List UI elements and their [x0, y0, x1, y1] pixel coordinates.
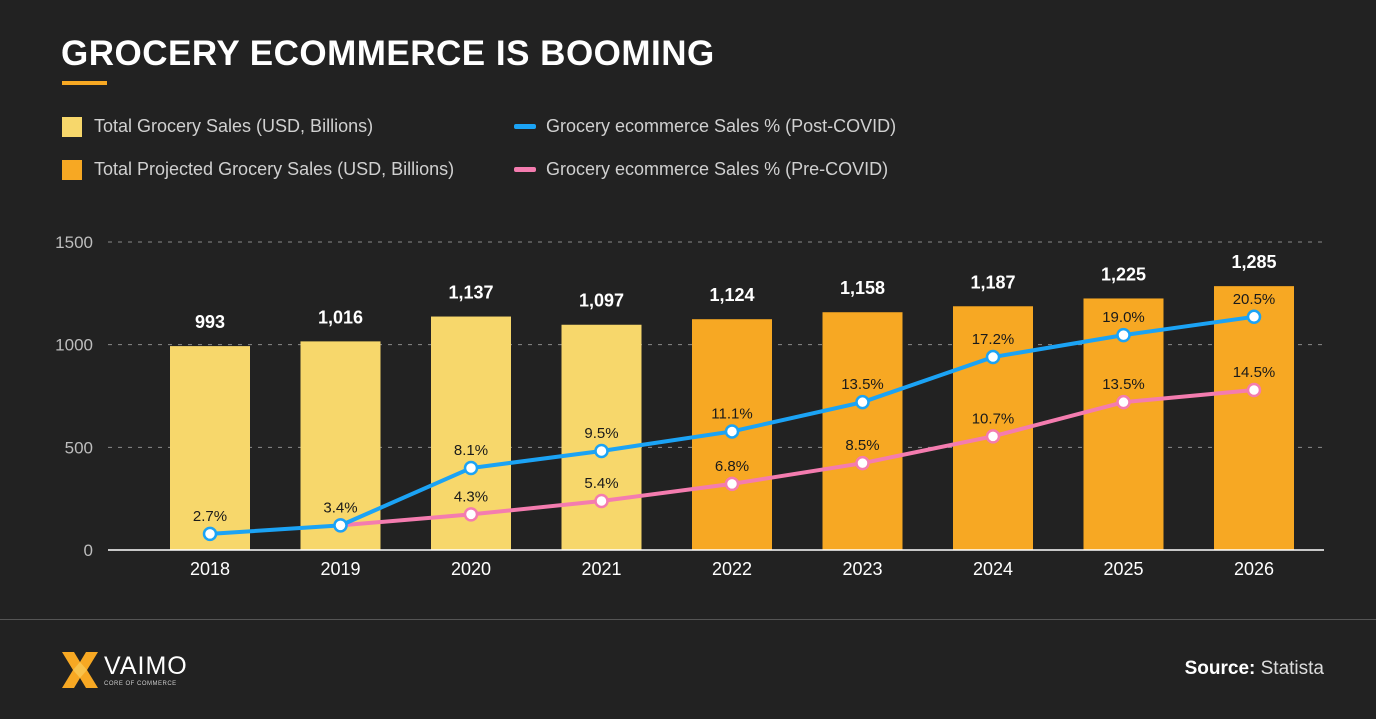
- data-point: [855, 394, 870, 410]
- bar-2026: [1214, 286, 1294, 550]
- y-tick-label: 0: [84, 541, 93, 560]
- bar-value-label: 1,158: [840, 278, 885, 298]
- legend-line-pre-covid: [514, 167, 536, 172]
- bar-value-label: 993: [195, 312, 225, 332]
- data-point: [1116, 327, 1131, 343]
- x-tick-label: 2026: [1234, 559, 1274, 579]
- data-point: [1116, 394, 1131, 410]
- source-label: Source:: [1184, 658, 1256, 679]
- y-tick-label: 1000: [55, 336, 93, 355]
- logo-tagline: CORE OF COMMERCE: [104, 681, 177, 687]
- data-point: [463, 460, 479, 476]
- legend-item-post-covid: Grocery ecommerce Sales % (Post-COVID): [514, 116, 896, 137]
- data-point: [724, 476, 740, 492]
- data-label: 13.5%: [1102, 376, 1145, 393]
- data-point: [1246, 382, 1262, 398]
- line-pre-covid: [340, 387, 1255, 528]
- data-label: 8.1%: [454, 442, 488, 459]
- data-label: 8.5%: [845, 437, 879, 454]
- data-label: 13.5%: [841, 376, 884, 393]
- x-tick-label: 2023: [842, 559, 882, 579]
- bar-value-label: 1,285: [1231, 252, 1276, 272]
- data-point: [463, 507, 479, 522]
- data-point: [855, 455, 870, 471]
- bar-2023: [822, 312, 903, 550]
- footer-divider: [0, 619, 1376, 620]
- data-point: [202, 526, 218, 542]
- data-label: 20.5%: [1233, 291, 1276, 308]
- x-tick-label: 2020: [451, 559, 491, 579]
- data-label: 4.3%: [454, 488, 488, 505]
- page-title: GROCERY ECOMMERCE IS BOOMING: [61, 34, 715, 73]
- data-label: 14.5%: [1233, 364, 1276, 381]
- legend-label: Grocery ecommerce Sales % (Post-COVID): [546, 116, 897, 136]
- x-tick-label: 2025: [1103, 559, 1143, 579]
- bar-2018: [170, 346, 250, 550]
- legend-label: Total Projected Grocery Sales (USD, Bill…: [94, 159, 455, 179]
- legend-item-projected: Total Projected Grocery Sales (USD, Bill…: [62, 159, 454, 180]
- data-label: 2.7%: [193, 508, 227, 525]
- data-point: [985, 349, 1001, 365]
- x-tick-label: 2024: [973, 559, 1013, 579]
- data-label: 11.1%: [711, 405, 752, 422]
- data-label: 10.7%: [972, 410, 1015, 427]
- data-point: [333, 518, 348, 533]
- legend-line-post-covid: [514, 124, 536, 129]
- data-point: [724, 424, 740, 439]
- data-label: 5.4%: [584, 475, 618, 492]
- chart: 0 500 1000 1500 993 2018 1,016 2019 1,137 2020 1,0…: [55, 233, 1324, 579]
- y-tick-label: 1500: [55, 233, 93, 252]
- bar-value-label: 1,137: [448, 283, 493, 303]
- legend-item-actual: Total Grocery Sales (USD, Billions): [62, 116, 373, 137]
- y-tick-label: 500: [65, 438, 93, 457]
- data-label: 17.2%: [972, 331, 1015, 348]
- bar-value-label: 1,187: [970, 272, 1015, 292]
- data-label: 19.0%: [1102, 309, 1145, 326]
- bar-value-label: 1,124: [709, 285, 754, 305]
- bar-value-label: 1,225: [1101, 264, 1146, 284]
- data-point: [1246, 309, 1262, 325]
- vaimo-logo: VAIMO CORE OF COMMERCE: [60, 650, 188, 690]
- data-point: [594, 443, 609, 459]
- data-point: [985, 429, 1001, 444]
- bar-value-label: 1,016: [318, 307, 363, 327]
- data-point: [594, 493, 609, 509]
- x-tick-label: 2021: [581, 559, 621, 579]
- legend-item-pre-covid: Grocery ecommerce Sales % (Pre-COVID): [514, 159, 888, 180]
- data-label: 9.5%: [584, 425, 618, 442]
- legend-label: Grocery ecommerce Sales % (Pre-COVID): [546, 159, 889, 179]
- logo-wordmark: VAIMO: [104, 652, 188, 680]
- x-tick-label: 2019: [320, 559, 360, 579]
- legend-swatch-projected: [62, 159, 82, 180]
- data-label: 3.4%: [323, 499, 357, 516]
- source-credit: Source: Statista: [1185, 658, 1324, 680]
- vaimo-x-icon: [62, 652, 98, 688]
- legend-swatch-actual: [62, 116, 82, 137]
- bar-2021: [561, 324, 642, 550]
- title-underline: [62, 81, 107, 85]
- x-tick-label: 2018: [190, 559, 230, 579]
- legend-label: Total Grocery Sales (USD, Billions): [94, 116, 374, 136]
- bar-value-label: 1,097: [579, 291, 624, 311]
- source-value: Statista: [1260, 658, 1324, 679]
- data-label: 6.8%: [715, 458, 749, 475]
- x-tick-label: 2022: [712, 559, 752, 579]
